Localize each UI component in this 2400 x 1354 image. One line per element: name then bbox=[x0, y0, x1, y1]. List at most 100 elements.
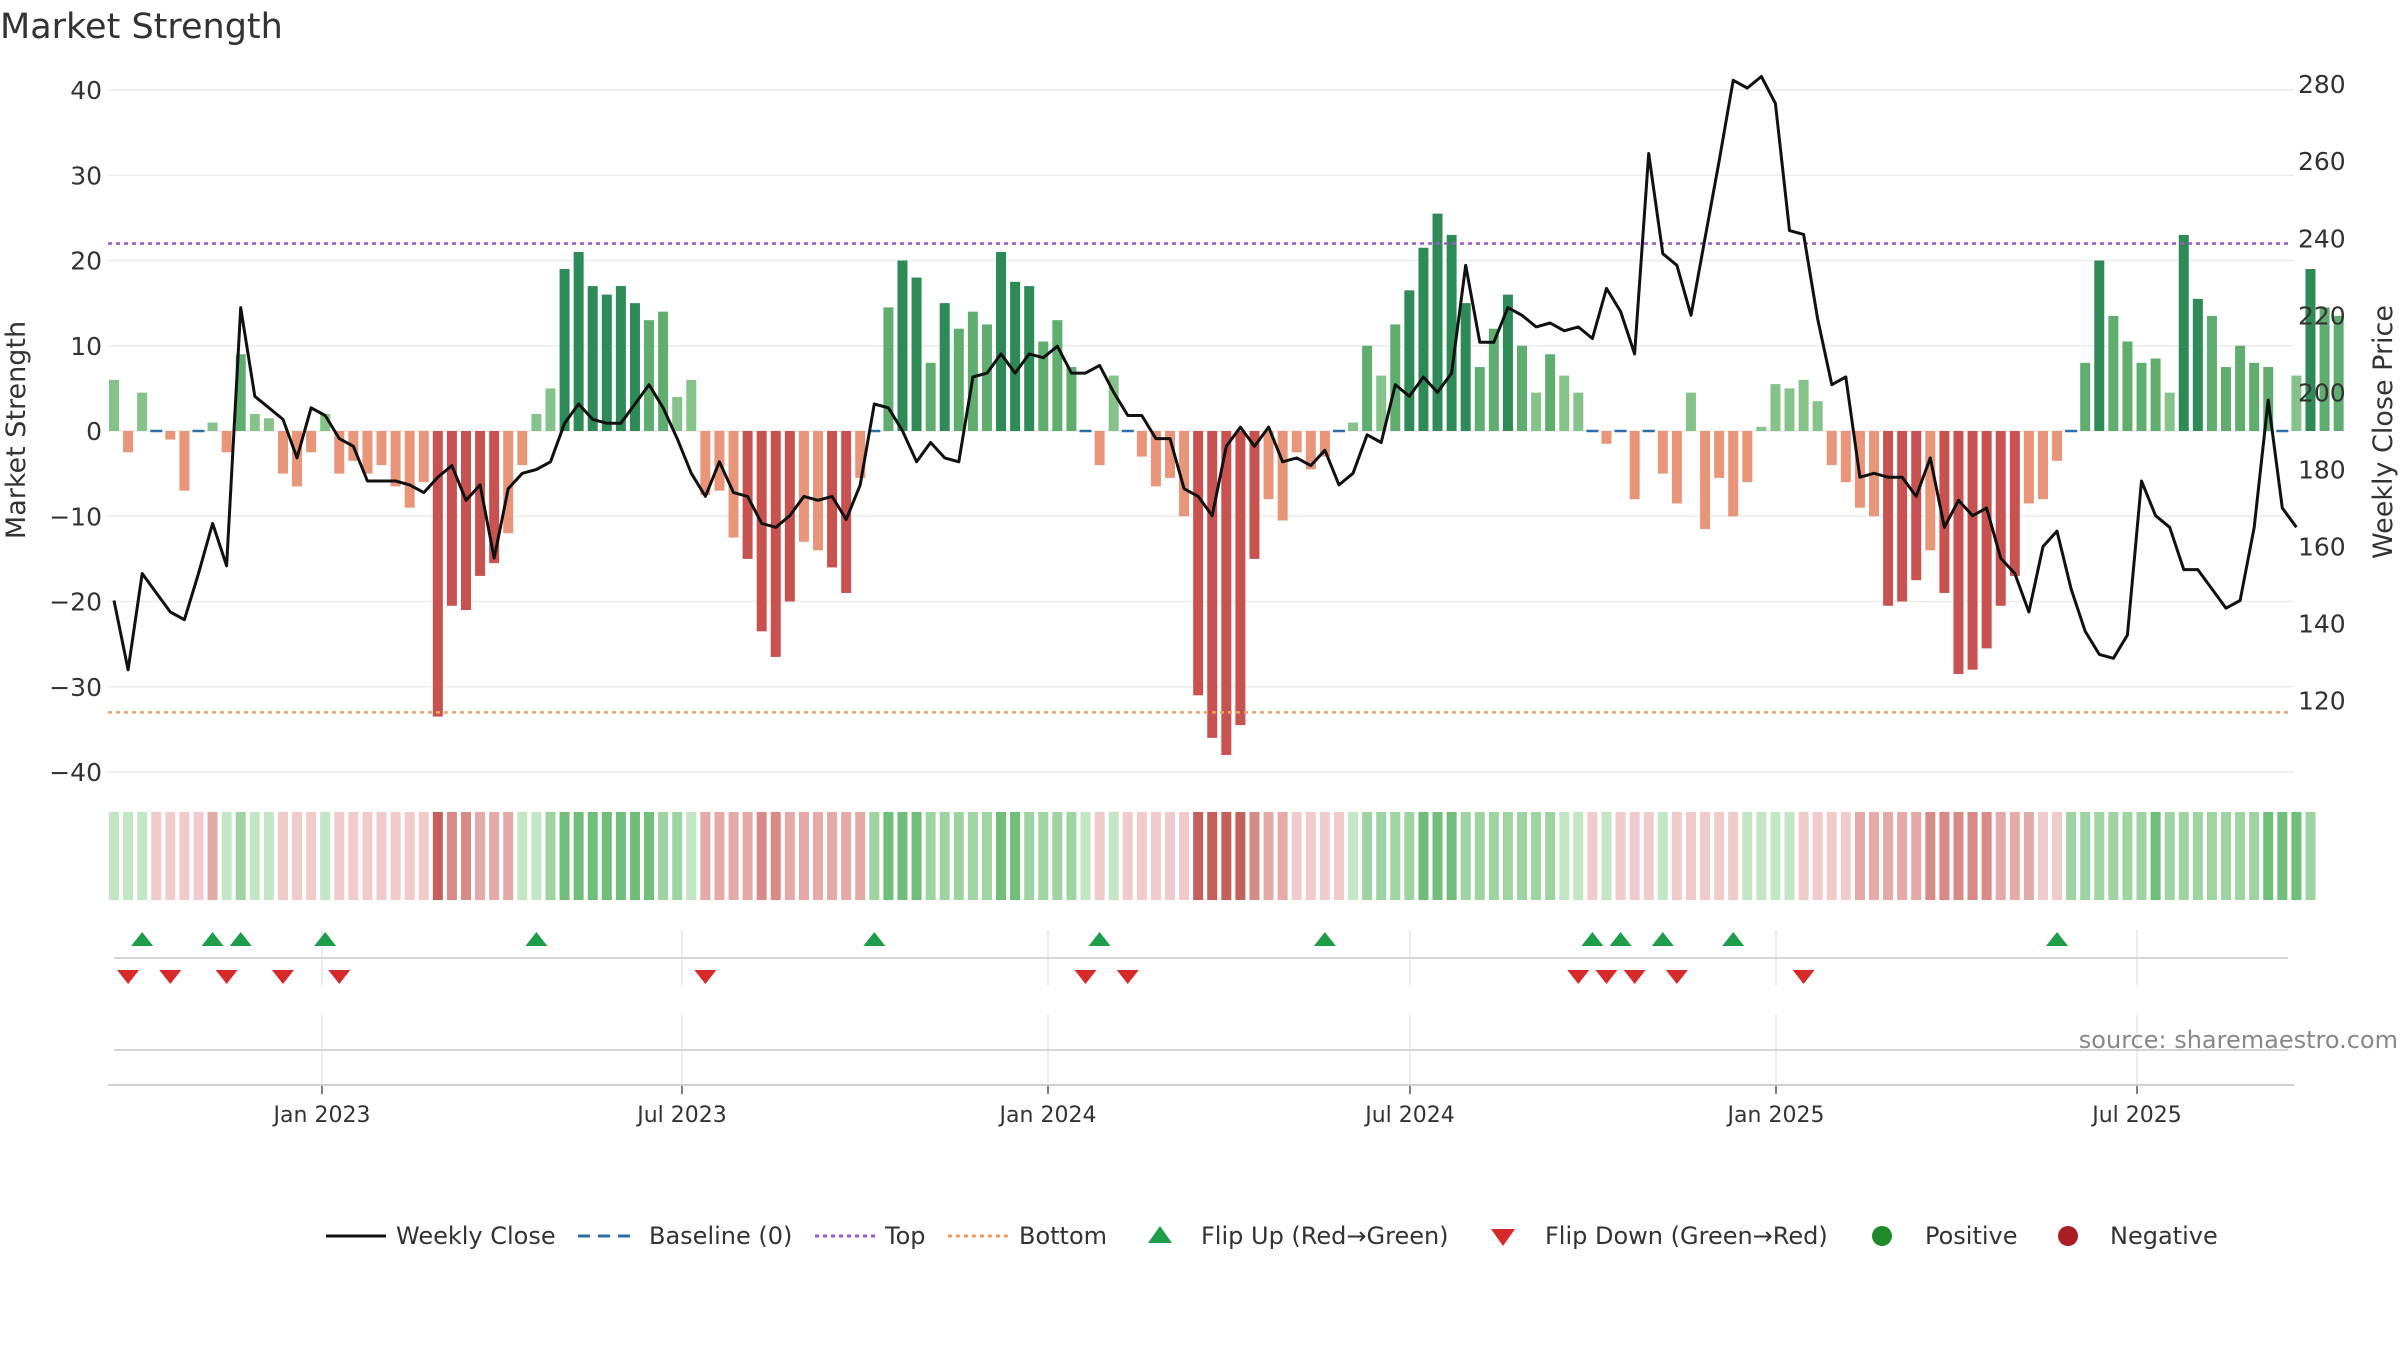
strength-bar bbox=[1052, 320, 1063, 431]
heat-cell bbox=[728, 812, 739, 900]
strength-bar bbox=[2150, 358, 2161, 431]
y-tick-label: −20 bbox=[49, 588, 102, 617]
legend-label: Weekly Close bbox=[396, 1222, 556, 1250]
heat-cell bbox=[2206, 812, 2217, 900]
y2-tick-label: 200 bbox=[2298, 378, 2346, 407]
legend-label: Positive bbox=[1925, 1222, 2018, 1250]
strength-bar bbox=[1319, 431, 1330, 457]
strength-bar bbox=[1460, 303, 1471, 431]
strength-bar bbox=[2206, 315, 2217, 431]
strength-bar bbox=[601, 294, 612, 431]
strength-bar bbox=[503, 431, 514, 534]
heat-cell bbox=[1911, 812, 1922, 900]
strength-bar bbox=[1601, 431, 1612, 444]
heat-cell bbox=[1432, 812, 1443, 900]
heat-cell bbox=[193, 812, 204, 900]
heat-cell bbox=[1474, 812, 1485, 900]
y-tick-label: 30 bbox=[70, 161, 102, 190]
heat-cell bbox=[1517, 812, 1527, 900]
flip-down-marker bbox=[1595, 970, 1618, 984]
flip-down-marker bbox=[1792, 970, 1815, 984]
heat-cell bbox=[1460, 812, 1471, 900]
strength-bar bbox=[1404, 290, 1415, 431]
flip-up-marker bbox=[229, 932, 252, 946]
heat-cell bbox=[2221, 812, 2231, 900]
strength-bar bbox=[390, 431, 401, 487]
heat-cell bbox=[996, 812, 1007, 900]
heat-cell bbox=[855, 812, 866, 900]
strength-bar bbox=[672, 396, 683, 431]
flip-down-marker bbox=[1665, 970, 1688, 984]
heat-cell bbox=[2009, 812, 2020, 900]
heat-cell bbox=[1953, 812, 1964, 900]
heat-cell bbox=[2052, 812, 2063, 900]
strength-bar bbox=[756, 431, 767, 632]
heat-cell bbox=[1404, 812, 1415, 900]
strength-bar bbox=[1517, 345, 1527, 431]
heat-cell bbox=[1122, 812, 1133, 900]
strength-bar bbox=[1038, 341, 1049, 431]
heat-cell bbox=[376, 812, 387, 900]
strength-bar bbox=[207, 422, 218, 431]
strength-bar bbox=[235, 354, 246, 431]
flip-up-marker bbox=[1609, 932, 1632, 946]
legend-swatch-flip-up bbox=[1148, 1226, 1172, 1243]
heat-cell bbox=[700, 812, 711, 900]
strength-bar bbox=[813, 431, 823, 551]
legend-label: Top bbox=[884, 1222, 926, 1250]
reference-lines bbox=[108, 242, 2290, 714]
heat-cell bbox=[1136, 812, 1147, 900]
heat-cell bbox=[2277, 812, 2288, 900]
heat-cell bbox=[1657, 812, 1668, 900]
heat-cell bbox=[911, 812, 922, 900]
strength-bar bbox=[2136, 362, 2147, 431]
heat-cell bbox=[1798, 812, 1809, 900]
x-tick-label: Jan 2023 bbox=[272, 1103, 371, 1128]
heat-cell bbox=[1165, 812, 1175, 900]
heat-cell bbox=[1305, 812, 1316, 900]
strength-bar bbox=[1024, 286, 1035, 431]
heat-cell bbox=[249, 812, 260, 900]
strength-bar bbox=[1573, 392, 1584, 431]
strength-bar bbox=[2164, 392, 2175, 431]
heat-cell bbox=[348, 812, 359, 900]
strength-bar bbox=[1784, 388, 1795, 431]
strength-bar bbox=[1545, 354, 1556, 431]
heat-cell bbox=[1221, 812, 1232, 900]
strength-bar bbox=[1559, 375, 1570, 431]
heat-cell bbox=[827, 812, 838, 900]
flip-up-marker bbox=[2046, 932, 2069, 946]
strength-bar bbox=[686, 379, 697, 431]
heat-cell bbox=[2122, 812, 2133, 900]
strength-bars bbox=[109, 213, 2344, 755]
heat-cell bbox=[981, 812, 992, 900]
heat-cell bbox=[798, 812, 809, 900]
heat-cell bbox=[615, 812, 626, 900]
heat-cell bbox=[1812, 812, 1823, 900]
strength-bar bbox=[2178, 234, 2189, 431]
strength-bar bbox=[489, 431, 500, 564]
strength-bar bbox=[2235, 345, 2246, 431]
heat-cell bbox=[1024, 812, 1035, 900]
strength-bar bbox=[1798, 379, 1809, 431]
heat-cell bbox=[432, 812, 443, 900]
heat-cell bbox=[1235, 812, 1246, 900]
y-tick-label: 10 bbox=[70, 332, 102, 361]
strength-bar bbox=[2319, 307, 2330, 431]
strength-bar bbox=[911, 277, 922, 431]
heat-cell bbox=[1094, 812, 1105, 900]
heat-cell bbox=[629, 812, 640, 900]
heat-cell bbox=[1756, 812, 1767, 900]
strength-bar bbox=[1390, 324, 1401, 431]
heat-cell bbox=[1333, 812, 1344, 900]
source-credit: source: sharemaestro.com bbox=[2079, 1026, 2398, 1054]
strength-bar bbox=[334, 431, 345, 474]
heat-cell bbox=[686, 812, 697, 900]
strength-bar bbox=[1094, 431, 1105, 466]
strength-bar bbox=[1742, 431, 1753, 483]
heat-cell bbox=[1784, 812, 1795, 900]
strength-bar bbox=[2108, 315, 2119, 431]
flip-down-marker bbox=[328, 970, 351, 984]
heat-cell bbox=[1249, 812, 1260, 900]
